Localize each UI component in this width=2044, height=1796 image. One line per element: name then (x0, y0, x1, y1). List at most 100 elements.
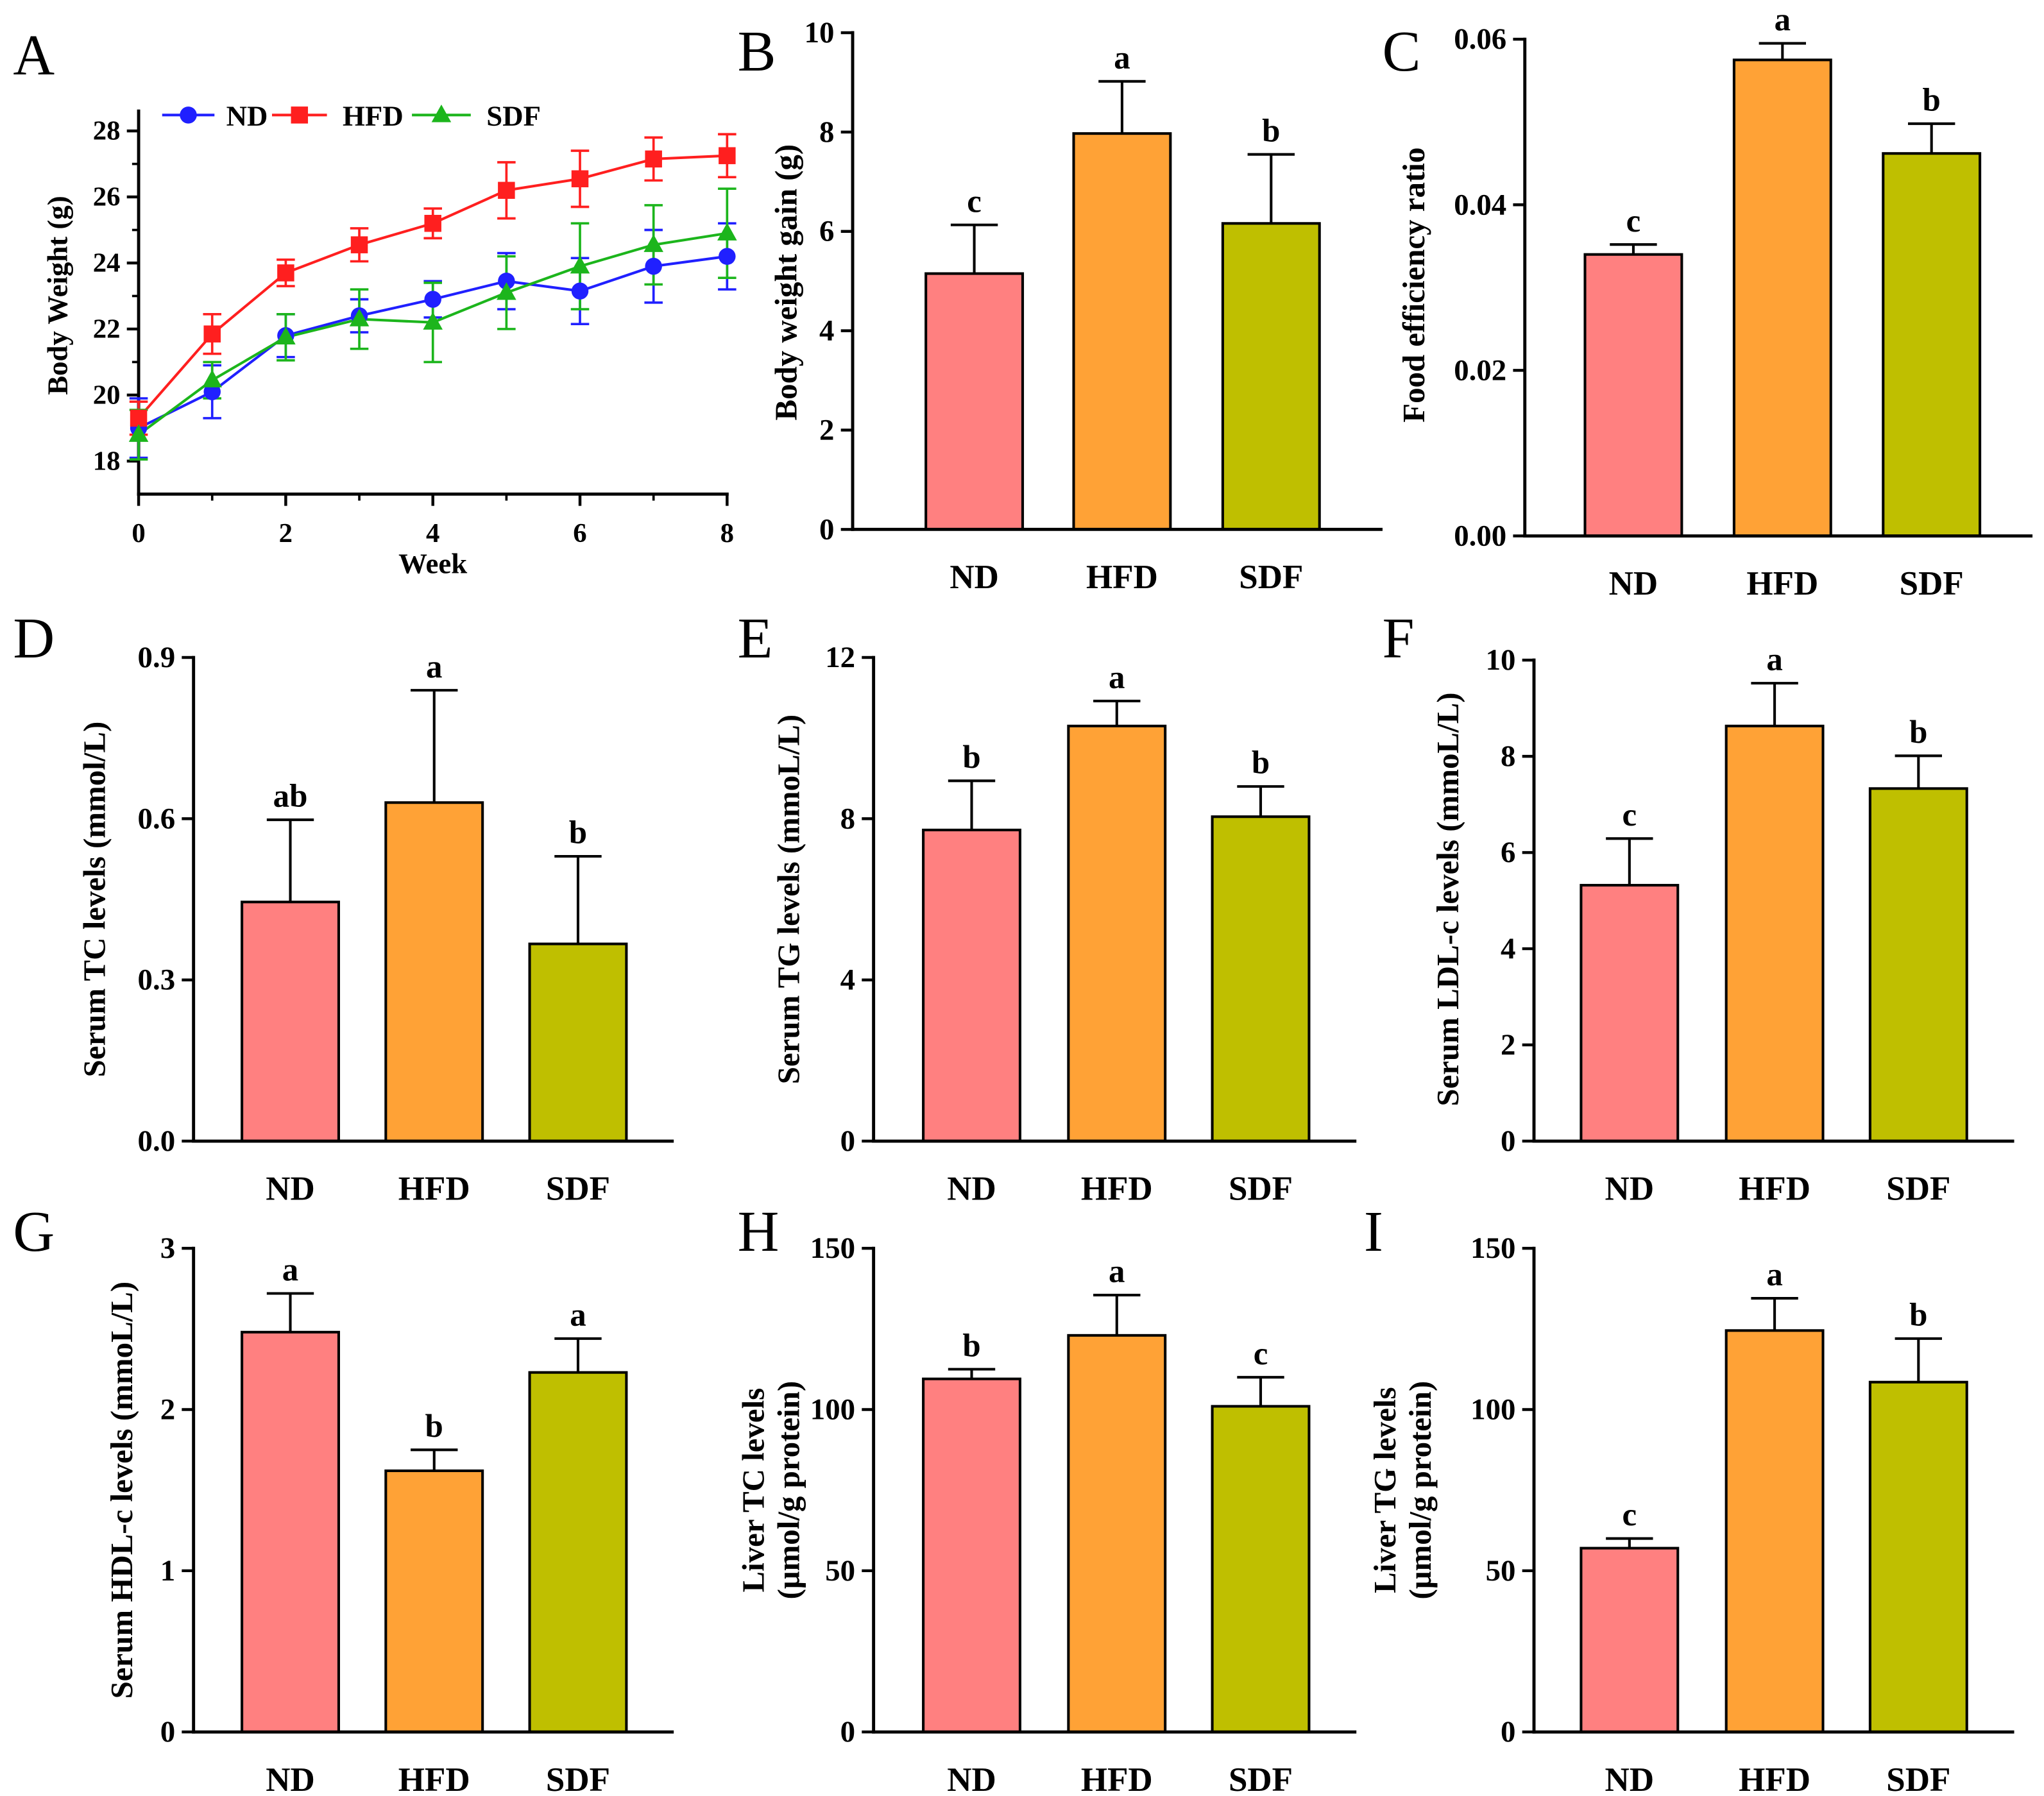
y-axis-title: Liver TG levels (1367, 1387, 1402, 1593)
y-axis-title: (μmol/g protein) (771, 1381, 806, 1600)
category-label-hfd: HFD (1081, 1171, 1153, 1208)
significance-label-sdf: b (1909, 1298, 1927, 1334)
bar-sdf (1868, 787, 1968, 1143)
y-tick-label: 150 (810, 1232, 855, 1265)
error-bar-nd (950, 223, 998, 274)
bar-sdf (1211, 815, 1311, 1143)
significance-label-sdf: b (1262, 113, 1280, 149)
panel-letter: E (738, 607, 773, 670)
panel-h: H Liver TC levels (μmol/g protein) b ND a HFD c… (736, 1200, 1357, 1796)
y-tick-label: 4 (1501, 932, 1515, 965)
y-tick-label: 24 (93, 248, 121, 278)
x-tick-label: 0 (132, 518, 145, 548)
data-point-nd (203, 383, 221, 400)
data-point-hfd (571, 170, 589, 187)
y-tick-label: 0.6 (138, 802, 176, 835)
data-point-hfd (498, 182, 515, 199)
category-label-sdf: SDF (1900, 565, 1964, 602)
panel-letter: F (1383, 607, 1415, 670)
category-label-sdf: SDF (1886, 1761, 1950, 1796)
significance-label-sdf: b (1923, 82, 1941, 118)
significance-label-hfd: a (1775, 2, 1791, 38)
category-label-sdf: SDF (546, 1171, 610, 1208)
error-bar-sdf (1247, 153, 1295, 224)
y-tick-label: 0 (819, 513, 834, 546)
data-point-sdf (570, 255, 590, 274)
data-point-nd (498, 273, 515, 290)
y-tick-label: 0 (1501, 1124, 1515, 1158)
x-tick-label: 4 (426, 518, 439, 548)
bar-nd (922, 1377, 1021, 1734)
y-tick-label: 0.0 (138, 1124, 176, 1158)
y-tick-label: 28 (93, 116, 121, 146)
data-point-hfd (130, 409, 148, 427)
data-point-sdf (276, 326, 296, 345)
y-axis-title: (μmol/g protein) (1402, 1381, 1438, 1600)
bar-hfd (1072, 132, 1172, 531)
error-bar-nd (948, 1368, 996, 1379)
y-tick-label: 0.3 (138, 963, 176, 997)
data-point-sdf (202, 369, 223, 387)
y-tick-label: 50 (1486, 1554, 1516, 1588)
error-bar-nd (266, 1292, 314, 1332)
category-label-sdf: SDF (1886, 1171, 1950, 1208)
bar-nd (1580, 1546, 1680, 1734)
y-tick-label: 50 (825, 1554, 855, 1588)
y-tick-label: 100 (1470, 1393, 1515, 1426)
y-tick-label: 0.02 (1454, 353, 1506, 387)
y-tick-label: 12 (825, 641, 855, 674)
significance-label-nd: b (962, 1328, 980, 1364)
error-bar-nd (266, 818, 314, 902)
bar-nd (1583, 253, 1683, 538)
data-point-sdf (349, 309, 370, 326)
error-bar-nd (948, 779, 996, 830)
data-point-hfd (424, 214, 441, 232)
significance-label-hfd: a (1109, 660, 1125, 696)
bar-nd (241, 1330, 340, 1734)
significance-label-nd: a (282, 1252, 298, 1288)
y-tick-label: 4 (819, 314, 834, 348)
category-label-hfd: HFD (1086, 559, 1158, 596)
significance-label-hfd: a (1114, 40, 1130, 76)
significance-label-hfd: b (425, 1409, 443, 1444)
y-tick-label: 2 (819, 413, 834, 446)
panel-i: I Liver TG levels (μmol/g protein) c ND a HFD b… (1364, 1200, 2014, 1796)
category-label-nd: ND (1605, 1171, 1655, 1208)
bar-nd (241, 901, 340, 1143)
category-label-nd: ND (1605, 1761, 1655, 1796)
bar-sdf (1221, 222, 1321, 531)
y-tick-label: 20 (93, 380, 121, 410)
y-tick-label: 8 (840, 802, 855, 835)
category-label-hfd: HFD (1746, 565, 1818, 602)
data-point-sdf (128, 424, 149, 442)
error-bar-sdf (1237, 1376, 1284, 1407)
legend-label-sdf: SDF (486, 100, 541, 132)
error-bar-sdf (554, 854, 602, 944)
y-axis-title: Body Weight (g) (42, 196, 74, 394)
bar-hfd (384, 801, 484, 1143)
panel-g: G Serum HDL-c levels (mmoL/L) a ND b HFD a SDF 0… (13, 1200, 674, 1796)
data-point-sdf (643, 234, 663, 252)
bar-hfd (1725, 724, 1825, 1143)
significance-label-sdf: c (1254, 1336, 1268, 1372)
panel-letter: I (1364, 1200, 1383, 1264)
bar-hfd (384, 1469, 484, 1734)
error-bar-sdf (554, 1337, 602, 1373)
significance-label-nd: c (1622, 1497, 1637, 1533)
y-axis-title: Food efficiency ratio (1396, 148, 1431, 423)
error-bar-nd (1610, 243, 1657, 255)
legend-marker-sdf (431, 105, 452, 123)
error-bar-nd (1606, 837, 1653, 886)
panel-letter: C (1383, 20, 1421, 83)
category-label-nd: ND (947, 1761, 996, 1796)
y-axis-title: Serum HDL-c levels (mmoL/L) (104, 1282, 139, 1699)
significance-label-sdf: b (1252, 745, 1270, 781)
x-tick-label: 8 (720, 518, 734, 548)
error-bar-sdf (1237, 785, 1284, 817)
y-tick-label: 0.9 (138, 641, 176, 674)
category-label-nd: ND (950, 559, 999, 596)
legend: ND HFD SDF (162, 100, 541, 132)
panel-e: E Serum TG levels (mmoL/L) b ND a HFD b SDF 0 4 8 1… (738, 607, 1357, 1208)
significance-label-hfd: a (1766, 1257, 1782, 1293)
